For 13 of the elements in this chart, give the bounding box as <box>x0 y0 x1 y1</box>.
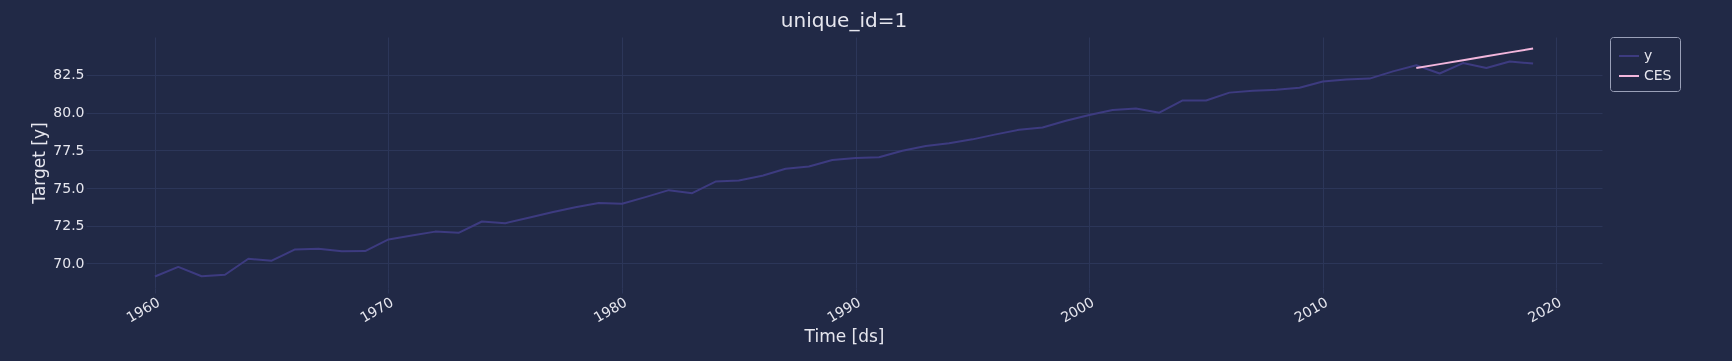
legend-label: y <box>1644 47 1653 63</box>
y-axis-title: Target [y] <box>29 122 50 205</box>
x-axis-title: Time [ds] <box>803 326 885 347</box>
line-series <box>153 60 1535 278</box>
legend-label: CES <box>1644 67 1672 83</box>
chart-title: unique_id=1 <box>780 7 908 32</box>
y-tick-label: 75.0 <box>53 179 85 196</box>
y-tick-label: 72.5 <box>53 217 85 234</box>
y-tick-label: 70.0 <box>53 254 85 271</box>
line-series <box>1415 47 1535 70</box>
y-tick-label: 77.5 <box>53 141 85 158</box>
y-tick-label: 80.0 <box>53 104 85 121</box>
y-tick-label: 82.5 <box>53 66 85 83</box>
